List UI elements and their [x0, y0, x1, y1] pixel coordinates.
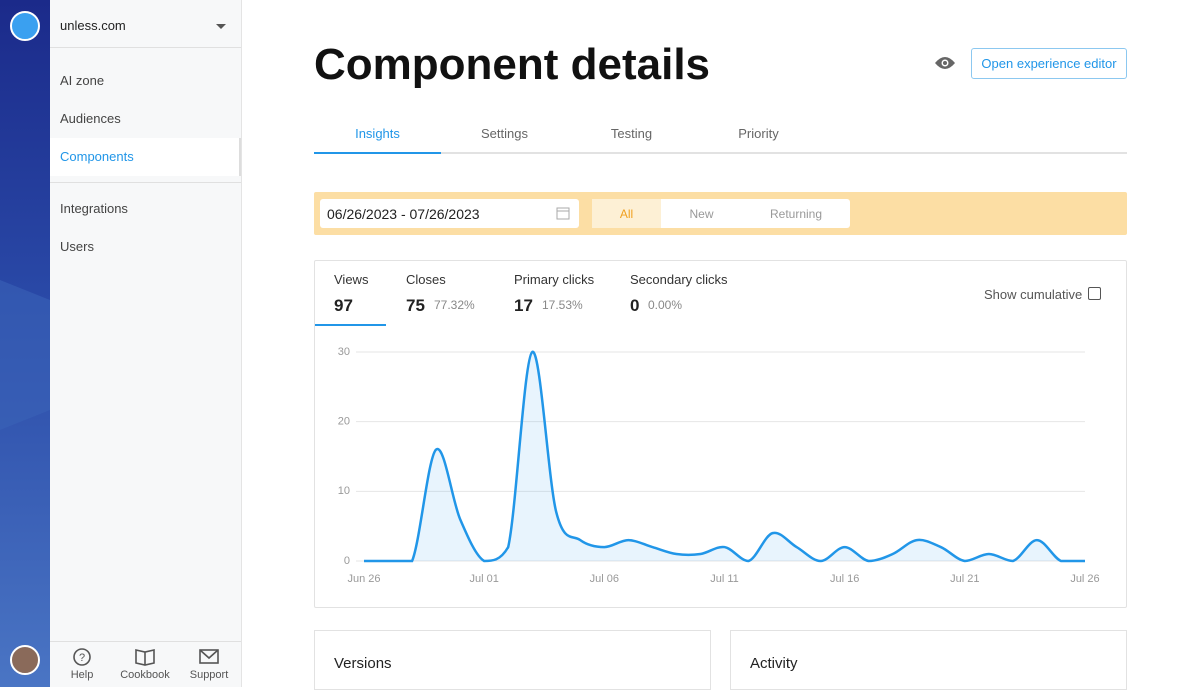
metric-value: 0	[630, 296, 640, 315]
dropdown-arrow[interactable]	[216, 24, 226, 34]
metric-percent: 77.32%	[434, 298, 475, 312]
nav-item[interactable]: Components	[60, 149, 134, 164]
date-range: 06/26/2023 - 07/26/2023	[327, 206, 480, 222]
page-title: Component details	[314, 40, 711, 89]
editor-button[interactable]: Open experience editor	[971, 48, 1127, 79]
svg-text:?: ?	[79, 652, 85, 664]
rail-decoration	[0, 280, 50, 430]
area-fill	[364, 351, 1085, 561]
metric-label[interactable]: Secondary clicks	[630, 272, 728, 287]
card-title: Versions	[334, 655, 392, 672]
tab-line	[314, 152, 1127, 154]
footer-link[interactable]: Cookbook	[120, 669, 170, 681]
logo[interactable]	[10, 11, 40, 41]
metric-value: 17	[514, 296, 533, 315]
tab[interactable]: Settings	[481, 126, 528, 141]
chart-card	[314, 260, 1127, 608]
calendar-icon[interactable]	[556, 206, 570, 220]
segment[interactable]: All	[619, 207, 634, 221]
preview-icon[interactable]	[934, 55, 956, 71]
x-tick-label: Jul 06	[590, 573, 619, 585]
metric-label[interactable]: Views	[334, 272, 369, 287]
divider	[50, 641, 241, 642]
x-tick-label: Jul 16	[830, 573, 859, 585]
divider	[50, 182, 241, 183]
nav-item[interactable]: Integrations	[60, 201, 128, 216]
footer-icons: ?	[73, 648, 219, 666]
site-name[interactable]: unless.com	[60, 18, 126, 33]
metric-value: 97	[334, 296, 353, 315]
card-title: Activity	[750, 655, 798, 672]
x-tick-label: Jun 26	[347, 573, 380, 585]
tab-indicator	[314, 152, 441, 154]
footer-link[interactable]: Support	[189, 669, 229, 681]
segment[interactable]: New	[689, 207, 714, 221]
chart: 0 10 20 30 Jun 26 Jul 01 Jul 06 Jul 11 Jul 16 Jul…	[338, 346, 1100, 585]
x-tick-label: Jul 01	[469, 573, 498, 585]
nav-active-bg	[50, 138, 241, 176]
segment[interactable]: Returning	[769, 207, 823, 221]
date-input[interactable]	[320, 199, 579, 228]
metric-value: 75	[406, 296, 425, 315]
y-tick-label: 10	[338, 485, 350, 497]
metric-percent: 0.00%	[648, 298, 683, 312]
cumulative-checkbox[interactable]	[1088, 287, 1101, 300]
y-tick-label: 0	[344, 555, 350, 567]
tab[interactable]: Insights	[355, 126, 400, 141]
metric-percent: 17.53%	[542, 298, 583, 312]
nav-item[interactable]: Audiences	[60, 111, 121, 126]
x-tick-label: Jul 11	[710, 573, 739, 585]
tab[interactable]: Testing	[610, 126, 653, 141]
avatar[interactable]	[10, 645, 40, 675]
line	[364, 350, 1085, 563]
nav-item[interactable]: AI zone	[60, 73, 105, 88]
metric-label[interactable]: Closes	[406, 272, 446, 287]
y-tick-label: 20	[338, 416, 350, 428]
footer-link[interactable]: Help	[70, 669, 94, 681]
tab[interactable]: Priority	[738, 126, 779, 141]
metric-label[interactable]: Primary clicks	[514, 272, 595, 287]
cumulative-label: Show cumulative	[984, 287, 1083, 302]
y-tick-label: 30	[338, 346, 350, 358]
nav-item[interactable]: Users	[60, 239, 94, 254]
segment-active-bg	[592, 199, 661, 228]
x-tick-label: Jul 26	[1070, 573, 1099, 585]
x-tick-label: Jul 21	[950, 573, 979, 585]
metric-indicator	[315, 324, 386, 326]
sidebar	[50, 0, 242, 687]
divider	[50, 47, 241, 48]
